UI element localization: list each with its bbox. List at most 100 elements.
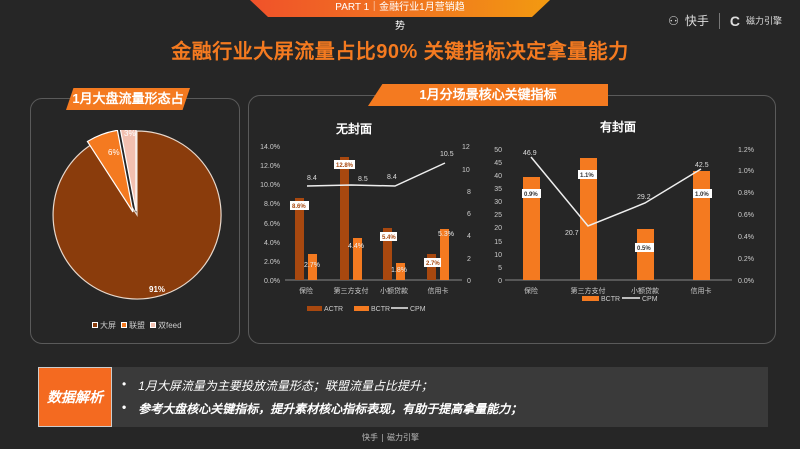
analysis-list: • 1月大屏流量为主要投放流量形态；联盟流量占比提升； • 参考大盘核心关键指标，提…: [122, 377, 522, 423]
svg-text:信用卡: 信用卡: [428, 286, 449, 295]
analysis-tag: 数据解析: [38, 367, 112, 427]
cili-engine-icon: C: [729, 12, 740, 29]
svg-text:0.6%: 0.6%: [738, 212, 754, 219]
svg-text:29.2: 29.2: [637, 194, 651, 201]
svg-text:0.8%: 0.8%: [738, 190, 754, 197]
pie-label-91: 91%: [149, 285, 165, 294]
svg-text:8.4: 8.4: [387, 174, 397, 181]
svg-text:4.0%: 4.0%: [264, 240, 280, 247]
svg-text:15: 15: [494, 239, 502, 246]
banner-title: PART 1｜金融行业1月营销趋: [335, 2, 465, 13]
svg-text:8: 8: [467, 189, 471, 196]
svg-text:8.0%: 8.0%: [264, 201, 280, 208]
analysis-item: • 1月大屏流量为主要投放流量形态；联盟流量占比提升；: [122, 377, 433, 393]
chart-no-cover-title: 无封面: [336, 122, 373, 136]
svg-text:50: 50: [494, 147, 502, 154]
svg-text:1.8%: 1.8%: [391, 267, 407, 274]
svg-text:10.5: 10.5: [440, 151, 454, 158]
svg-text:0.0%: 0.0%: [738, 278, 754, 285]
svg-text:1.0%: 1.0%: [738, 168, 754, 175]
svg-text:小额贷款: 小额贷款: [380, 286, 408, 295]
bar-bctr-insurance: [523, 177, 540, 280]
svg-text:20.7: 20.7: [565, 230, 579, 237]
svg-text:10: 10: [462, 167, 470, 174]
footer-divider: [382, 433, 383, 442]
chart-with-cover-title: 有封面: [600, 120, 637, 134]
svg-text:BCTR: BCTR: [371, 306, 390, 313]
legend-item-dapin: 大屏: [92, 320, 116, 331]
svg-text:5.4%: 5.4%: [382, 235, 396, 241]
legend-item-lianmeng: 联盟: [121, 320, 145, 331]
svg-text:ACTR: ACTR: [324, 306, 343, 313]
chart-with-cover-legend: BCTR CPM: [582, 296, 658, 303]
pie-slice-shuangfeed: [119, 130, 137, 212]
bar-bctr-microloan: [396, 263, 405, 280]
bar-bctr-creditcard: [693, 171, 710, 280]
svg-text:45: 45: [494, 160, 502, 167]
footer-cili: 磁力引擎: [387, 433, 419, 442]
svg-text:5.3%: 5.3%: [438, 231, 454, 238]
brand-cili: 磁力引擎: [745, 16, 782, 26]
svg-text:第三方支付: 第三方支付: [571, 286, 606, 295]
chart-no-cover: 0.0% 2.0% 4.0% 6.0% 8.0% 10.0% 12.0% 14.…: [260, 144, 471, 313]
svg-text:1.1%: 1.1%: [580, 173, 594, 179]
pie-label-3: 3%: [124, 130, 136, 138]
svg-text:20: 20: [494, 225, 502, 232]
bar-bctr-payment: [580, 158, 597, 280]
svg-text:保险: 保险: [299, 286, 313, 295]
svg-text:35: 35: [494, 186, 502, 193]
pie-legend: 大屏 联盟 双feed: [92, 320, 182, 331]
svg-text:小额贷款: 小额贷款: [631, 286, 659, 295]
banner-title-wrap: 势: [395, 21, 405, 32]
svg-text:10.0%: 10.0%: [260, 182, 280, 189]
svg-text:CPM: CPM: [642, 296, 658, 303]
svg-text:1.0%: 1.0%: [695, 192, 709, 198]
svg-text:12.0%: 12.0%: [260, 163, 280, 170]
svg-text:6.0%: 6.0%: [264, 221, 280, 228]
svg-text:5: 5: [498, 265, 502, 272]
line-cpm: [306, 162, 446, 187]
chart-with-cover: 0 5 10 15 20 25 30 35 40 45 50 0.0% 0.2%…: [494, 147, 754, 303]
svg-text:信用卡: 信用卡: [691, 286, 712, 295]
svg-text:46.9: 46.9: [523, 150, 537, 157]
svg-text:8.5: 8.5: [358, 176, 368, 183]
pie-slice-lianmeng: [86, 130, 134, 213]
svg-text:25: 25: [494, 212, 502, 219]
svg-text:BCTR: BCTR: [601, 296, 620, 303]
bar-bctr-insurance: [308, 254, 317, 280]
footer-kuaishou: 快手: [362, 433, 378, 442]
svg-text:CPM: CPM: [410, 306, 426, 313]
page-title: 金融行业大屏流量占比90% 关键指标决定拿量能力: [171, 41, 629, 63]
svg-text:4.4%: 4.4%: [348, 243, 364, 250]
line-cpm: [530, 156, 702, 227]
pie-label-6: 6%: [108, 148, 120, 157]
svg-text:40: 40: [494, 173, 502, 180]
bar-bctr-microloan: [637, 229, 654, 280]
svg-text:2.7%: 2.7%: [304, 262, 320, 269]
analysis-box: [38, 367, 768, 427]
svg-text:6: 6: [467, 211, 471, 218]
svg-text:30: 30: [494, 199, 502, 206]
svg-text:保险: 保险: [524, 286, 538, 295]
svg-text:0.0%: 0.0%: [264, 278, 280, 285]
svg-text:0.2%: 0.2%: [738, 256, 754, 263]
pie-slice-dapin: [52, 130, 222, 300]
svg-text:10: 10: [494, 252, 502, 259]
chart-no-cover-legend: ACTR BCTR CPM: [307, 306, 426, 313]
bar-actr-microloan: [383, 228, 392, 280]
analysis-item: • 参考大盘核心关键指标，提升素材核心指标表现，有助于提高拿量能力；: [122, 400, 523, 416]
svg-text:0.9%: 0.9%: [524, 192, 538, 198]
pie-panel-tag: 1月大盘流量形态占比: [66, 88, 190, 110]
svg-text:14.0%: 14.0%: [260, 144, 280, 151]
footer-brand: 快手 磁力引擎: [362, 432, 419, 443]
bar-actr-insurance: [295, 198, 304, 280]
svg-text:0: 0: [467, 278, 471, 285]
svg-text:42.5: 42.5: [695, 162, 709, 169]
brand-divider: [718, 12, 720, 29]
brand-logo: ⚇ 快手 C 磁力引擎: [668, 12, 782, 29]
metrics-panel-tag: 1月分场景核心关键指标: [368, 84, 608, 106]
svg-text:12.8%: 12.8%: [336, 163, 354, 169]
svg-text:1.2%: 1.2%: [738, 147, 754, 154]
bar-bctr-payment: [353, 238, 362, 280]
svg-text:8.6%: 8.6%: [292, 204, 306, 210]
